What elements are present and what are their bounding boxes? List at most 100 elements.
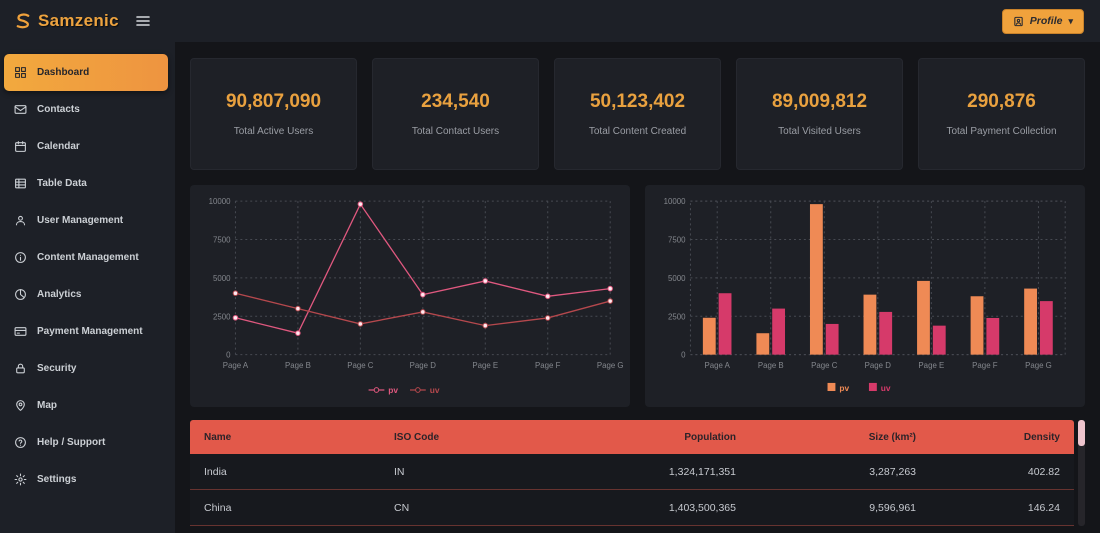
svg-text:Page F: Page F — [535, 361, 561, 370]
table-cell: 146.24 — [1027, 501, 1060, 514]
sidebar-item-table-data[interactable]: Table Data — [0, 165, 175, 202]
table-cell: 1,403,500,365 — [668, 501, 736, 514]
app-logo: Samzenic — [14, 11, 119, 31]
sidebar-item-label: Contacts — [37, 104, 80, 115]
svg-text:Page E: Page E — [472, 361, 498, 370]
sidebar-item-payment-management[interactable]: Payment Management — [0, 313, 175, 350]
stat-card: 234,540 Total Contact Users — [372, 58, 539, 170]
sidebar-item-label: Payment Management — [37, 326, 143, 337]
payment-icon — [14, 327, 27, 336]
sidebar-item-label: Dashboard — [37, 67, 90, 78]
stat-value: 290,876 — [967, 91, 1036, 112]
main-content: 90,807,090 Total Active Users 234,540 Total… — [175, 42, 1100, 533]
sidebar-item-label: Analytics — [37, 289, 82, 300]
svg-text:Page C: Page C — [811, 361, 838, 370]
table-scrollbar[interactable] — [1078, 420, 1085, 526]
svg-text:Page C: Page C — [347, 361, 374, 370]
sidebar-item-label: Content Management — [37, 252, 139, 263]
bar-chart-panel: 0 2500 5000 7500 10000 Page A Page B Page C Page… — [645, 185, 1085, 408]
stat-value: 234,540 — [421, 91, 490, 112]
stat-label: Total Content Created — [588, 126, 687, 137]
app-title: Samzenic — [38, 11, 119, 30]
svg-text:Page B: Page B — [285, 361, 311, 370]
svg-text:0: 0 — [681, 351, 686, 360]
svg-text:0: 0 — [226, 351, 231, 360]
svg-text:Page F: Page F — [972, 361, 998, 370]
pv-uv-bar-chart: 0 2500 5000 7500 10000 Page A Page B Page C Page… — [651, 191, 1079, 401]
stat-label: Total Contact Users — [411, 126, 500, 137]
svg-text:uv: uv — [430, 385, 440, 395]
table-cell: 1,324,171,351 — [668, 465, 736, 478]
table-cell: IN — [394, 465, 405, 478]
line-chart-panel: 0 2500 5000 7500 10000 Page A Page B Page C Page… — [190, 185, 630, 408]
sidebar-item-user-management[interactable]: User Management — [0, 202, 175, 239]
stat-card: 89,009,812 Total Visited Users — [736, 58, 903, 170]
sidebar-item-label: Calendar — [37, 141, 80, 152]
table-header-cell: ISO Code — [394, 431, 440, 443]
svg-text:Page A: Page A — [705, 361, 731, 370]
svg-text:10000: 10000 — [209, 197, 231, 206]
stat-card: 50,123,402 Total Content Created — [554, 58, 721, 170]
countries-table: Name ISO Code Population Size (km²) Density … — [190, 420, 1085, 526]
sidebar-item-help-support[interactable]: Help / Support — [0, 424, 175, 461]
line-chart-svg: 0 2500 5000 7500 10000 Page A Page B Page C Page… — [209, 197, 624, 395]
stat-label: Total Active Users — [233, 126, 314, 137]
table-scrollbar-thumb[interactable] — [1078, 420, 1085, 446]
svg-text:uv: uv — [881, 383, 891, 393]
svg-text:Page G: Page G — [597, 361, 624, 370]
svg-text:Page D: Page D — [410, 361, 437, 370]
sidebar-item-label: Table Data — [37, 178, 87, 189]
sidebar-item-content-management[interactable]: Content Management — [0, 239, 175, 276]
sidebar-item-contacts[interactable]: Contacts — [0, 91, 175, 128]
contacts-icon — [14, 105, 27, 114]
sidebar-item-analytics[interactable]: Analytics — [0, 276, 175, 313]
dashboard-icon — [15, 67, 26, 78]
security-icon — [16, 363, 25, 374]
table-cell: 402.82 — [1027, 465, 1060, 478]
settings-icon — [14, 473, 27, 486]
pv-uv-line-chart: 0 2500 5000 7500 10000 Page A Page B Page C Page… — [196, 191, 624, 401]
svg-text:Page B: Page B — [758, 361, 784, 370]
stats-row: 90,807,090 Total Active Users 234,540 Total… — [190, 58, 1085, 170]
table-row: China CN 1,403,500,365 9,596,961 146.24 — [190, 490, 1074, 526]
table-cell: India — [204, 465, 227, 478]
svg-text:2500: 2500 — [213, 312, 231, 321]
svg-text:Page A: Page A — [223, 361, 249, 370]
profile-button[interactable]: Profile ▾ — [1001, 8, 1084, 34]
table-header-cell: Density — [1023, 431, 1060, 443]
stat-value: 90,807,090 — [225, 91, 322, 112]
sidebar-item-settings[interactable]: Settings — [0, 461, 175, 498]
stat-card: 290,876 Total Payment Collection — [918, 58, 1085, 170]
stat-label: Total Visited Users — [778, 126, 861, 137]
analytics-icon — [15, 289, 26, 300]
svg-text:2500: 2500 — [668, 312, 686, 321]
menu-toggle-icon[interactable] — [135, 13, 151, 29]
profile-label: Profile — [1029, 15, 1063, 27]
table-header-row: Name ISO Code Population Size (km²) Density — [190, 420, 1074, 454]
sidebar-item-security[interactable]: Security — [0, 350, 175, 387]
sidebar-item-label: Map — [37, 400, 57, 411]
svg-text:Page E: Page E — [918, 361, 944, 370]
svg-text:Page D: Page D — [865, 361, 892, 370]
sidebar-nav: Dashboard Contacts Calendar Table Data User … — [0, 54, 175, 498]
table-icon — [15, 178, 26, 189]
bar-chart-svg: 0 2500 5000 7500 10000 Page A Page B Page C Page… — [664, 197, 1066, 393]
sidebar: Dashboard Contacts Calendar Table Data User … — [0, 42, 175, 533]
sidebar-item-label: Settings — [37, 474, 77, 485]
table-header-cell: Population — [684, 431, 736, 443]
stat-label: Total Payment Collection — [946, 126, 1057, 137]
svg-text:7500: 7500 — [213, 235, 231, 244]
help-icon — [15, 437, 26, 448]
svg-text:5000: 5000 — [668, 274, 686, 283]
sidebar-item-map[interactable]: Map — [0, 387, 175, 424]
svg-text:pv: pv — [388, 385, 398, 395]
logo-s-icon — [16, 13, 30, 29]
user-icon — [1014, 16, 1023, 26]
sidebar-item-dashboard[interactable]: Dashboard — [4, 54, 168, 91]
table-header-cell: Name — [204, 431, 232, 443]
stat-card: 90,807,090 Total Active Users — [190, 58, 357, 170]
sidebar-item-calendar[interactable]: Calendar — [0, 128, 175, 165]
svg-text:10000: 10000 — [664, 197, 686, 206]
table-cell: 3,287,263 — [869, 465, 916, 478]
calendar-icon — [15, 141, 26, 152]
